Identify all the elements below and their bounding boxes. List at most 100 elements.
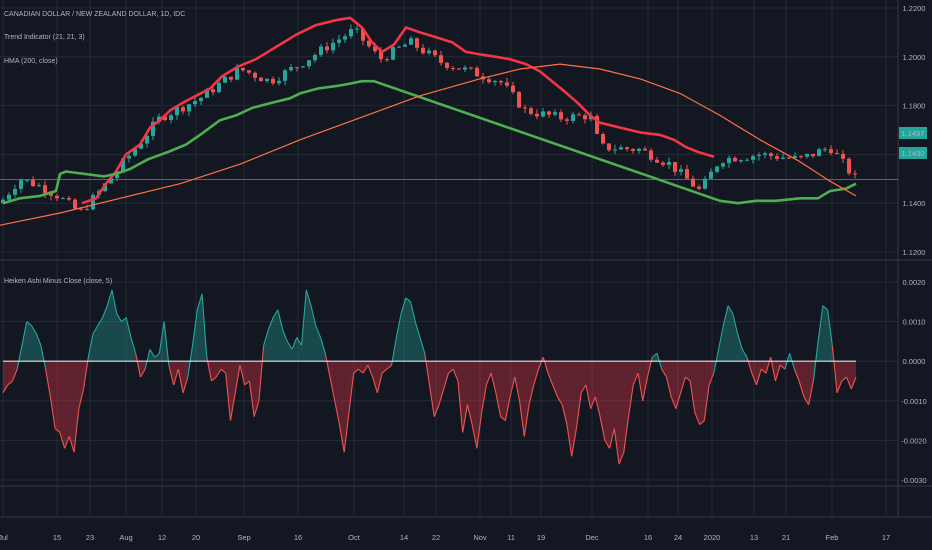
candle-body	[841, 153, 845, 159]
osc-line-segment	[561, 404, 568, 425]
candle-body	[577, 114, 581, 116]
osc-line-segment	[111, 289, 118, 314]
osc-line-segment	[523, 404, 530, 437]
osc-line-segment	[746, 357, 753, 374]
candle-body	[601, 134, 605, 144]
candle-body	[205, 89, 209, 98]
hma-value: 1.1430	[902, 149, 925, 158]
osc-area-segment	[372, 361, 378, 393]
candle-body	[235, 67, 239, 80]
osc-line-segment	[16, 345, 23, 370]
osc-area-segment	[472, 361, 477, 449]
osc-line-segment	[580, 384, 587, 394]
osc-line-segment	[737, 333, 743, 350]
candle-body	[661, 162, 665, 165]
osc-area-segment	[36, 333, 41, 362]
heiken-ashi-pane[interactable]	[2, 289, 857, 465]
osc-line-segment	[632, 372, 639, 386]
osc-line-segment	[822, 305, 828, 311]
time-tick-label: Nov	[473, 533, 487, 542]
grid-lines	[0, 0, 932, 518]
osc-area-segment	[718, 325, 724, 362]
candle-body	[625, 147, 629, 150]
osc-area-segment	[694, 361, 700, 425]
osc-line-segment	[703, 384, 710, 421]
candle-body	[247, 70, 251, 73]
osc-area-segment	[841, 361, 847, 381]
candle-body	[769, 153, 773, 157]
osc-area-segment	[557, 361, 563, 405]
osc-line-segment	[121, 317, 127, 323]
osc-line-segment	[277, 309, 284, 330]
osc-line-segment	[448, 368, 454, 374]
time-tick-label: 13	[750, 533, 758, 542]
candle-body	[1, 199, 5, 204]
osc-line-segment	[708, 372, 715, 386]
osc-line-segment	[319, 337, 326, 354]
hma-label[interactable]: HMA (200, close)	[4, 58, 58, 65]
candle-body	[673, 162, 677, 172]
osc-line-segment	[168, 365, 175, 386]
osc-area-segment	[690, 361, 695, 413]
candle-body	[271, 78, 275, 84]
osc-area-segment	[26, 321, 32, 362]
osc-line-segment	[220, 368, 227, 374]
osc-line-segment	[438, 388, 445, 405]
osc-line-segment	[793, 368, 800, 382]
osc-area-segment	[97, 317, 103, 362]
osc-area-segment	[486, 361, 492, 385]
candle-body	[799, 155, 803, 157]
osc-line-segment	[26, 321, 32, 326]
candle-body	[817, 149, 821, 157]
osc-area-segment	[21, 321, 27, 362]
osc-line-segment	[381, 368, 388, 374]
osc-area-segment	[671, 361, 676, 409]
candle-body	[613, 149, 617, 151]
last-price-value: 1.1497	[902, 129, 925, 138]
osc-area-segment	[107, 289, 112, 362]
osc-line-segment	[301, 289, 307, 346]
trend-indicator-label[interactable]: Trend Indicator (21, 21, 3)	[4, 34, 85, 41]
candle-body	[337, 39, 341, 43]
time-tick-label: 23	[86, 533, 94, 542]
osc-line-segment	[760, 368, 767, 374]
osc-area-segment	[590, 361, 596, 409]
candle-body	[787, 157, 791, 159]
candle-body	[475, 67, 479, 77]
candle-body	[301, 66, 305, 68]
osc-area-segment	[249, 361, 255, 417]
osc-area-segment	[751, 361, 757, 385]
candle-body	[739, 160, 743, 162]
time-tick-label: 19	[537, 533, 545, 542]
osc-area-segment	[173, 361, 179, 385]
osc-line-segment	[481, 384, 487, 413]
heiken-ashi-label[interactable]: Heiken Ashi Minus Close (close, 5)	[4, 278, 112, 285]
price-tick-label: 1.1800	[903, 102, 926, 111]
time-axis[interactable]: Jul 15 23 Aug 12 20 Sep 16 Oct 14 22 Nov 11 19 Dec 16 24…	[0, 533, 890, 542]
osc-line-segment	[433, 404, 440, 417]
osc-area-segment	[69, 361, 75, 453]
osc-line-segment	[116, 313, 122, 322]
candle-body	[529, 108, 533, 114]
osc-area-segment	[102, 305, 108, 362]
candle-body	[415, 38, 419, 48]
main-price-pane[interactable]	[0, 16, 898, 226]
candle-body	[19, 180, 23, 190]
osc-line-segment	[680, 376, 686, 394]
candle-body	[211, 89, 215, 93]
osc-area-segment	[666, 361, 672, 397]
candle-body	[637, 148, 641, 151]
candle-body	[835, 153, 839, 155]
osc-area-segment	[628, 361, 634, 417]
osc-line-segment	[841, 376, 847, 382]
osc-area-segment	[780, 361, 785, 370]
osc-line-segment	[92, 325, 99, 334]
osc-line-segment	[637, 372, 644, 401]
candle-body	[277, 80, 281, 84]
osc-line-segment	[414, 321, 421, 338]
osc-line-segment	[272, 309, 279, 318]
osc-area-segment	[244, 361, 250, 385]
osc-line-segment	[755, 368, 762, 386]
osc-line-segment	[509, 376, 516, 397]
